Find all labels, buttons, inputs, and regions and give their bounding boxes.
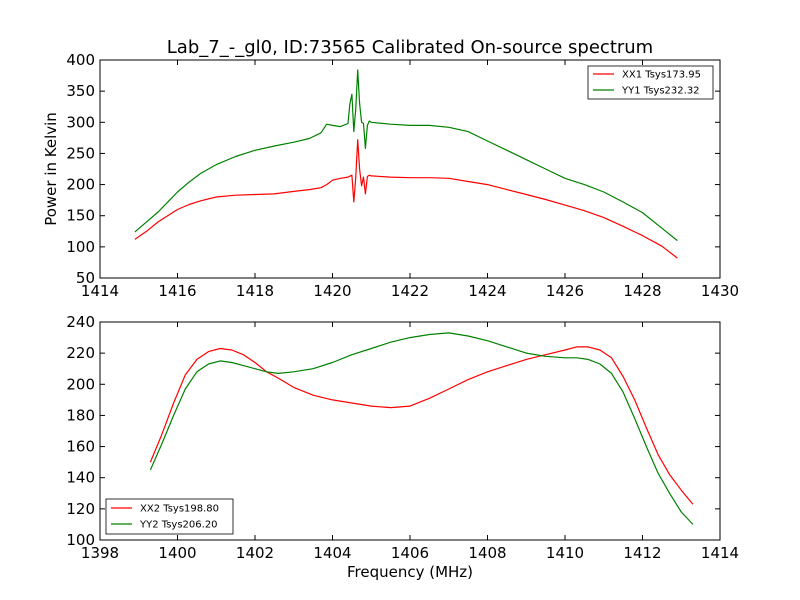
top-y-tick-label: 300 [66,113,95,131]
top-series-line-yy [134,69,678,242]
top-x-tick-label: 1426 [546,282,584,300]
bottom-series-line-yy [149,332,694,525]
top-series-group [134,69,678,259]
bottom-axes-frame [99,321,721,541]
top-x-tick-label: 1414 [81,282,119,300]
bottom-y-tick-label: 240 [66,313,95,331]
bottom-panel: 1398 1400 1402 1404 1406 1408 1410 1412 1414 100 1… [66,313,739,581]
top-y-tick-label: 400 [66,51,95,69]
bottom-legend-box [105,498,234,535]
bottom-series-line-xx [149,346,694,505]
bottom-x-tick-label: 1408 [468,544,506,562]
top-y-tick-label: 50 [76,269,95,287]
bottom-x-tick-label: 1404 [313,544,351,562]
top-y-tick-label: 200 [66,176,95,194]
bottom-x-tick-label: 1400 [158,544,196,562]
top-panel: 1414 1416 1418 1420 1422 1424 1426 1428 1430 50 10… [42,51,739,300]
bottom-x-axis-label: Frequency (MHz) [347,563,473,581]
top-x-tick-label: 1422 [391,282,429,300]
top-axes-frame [99,59,721,279]
bottom-y-tick-label: 180 [66,406,95,424]
bottom-x-tick-label: 1414 [701,544,739,562]
bottom-y-tick-label: 100 [66,531,95,549]
top-legend: XX1 Tsys173.95 YY1 Tsys232.32 [587,65,714,100]
top-legend-label-yy1: YY1 Tsys232.32 [621,86,700,97]
bottom-legend: XX2 Tsys198.80 YY2 Tsys206.20 [105,498,234,535]
top-legend-label-xx1: XX1 Tsys173.95 [622,70,701,81]
bottom-x-tick-label: 1402 [236,544,274,562]
top-y-tick-label: 150 [66,207,95,225]
top-ticks: 1414 1416 1418 1420 1422 1424 1426 1428 1430 50 10… [66,51,739,300]
top-y-tick-label: 250 [66,144,95,162]
bottom-x-tick-label: 1398 [81,544,119,562]
top-x-tick-label: 1424 [468,282,506,300]
bottom-y-tick-label: 140 [66,469,95,487]
bottom-series-group [149,332,694,525]
top-legend-box [587,65,714,100]
top-y-tick-label: 350 [66,82,95,100]
bottom-y-tick-label: 200 [66,375,95,393]
top-x-tick-label: 1420 [313,282,351,300]
top-x-tick-label: 1428 [623,282,661,300]
bottom-y-tick-label: 220 [66,344,95,362]
top-x-tick-label: 1418 [236,282,274,300]
top-series-line-xx [134,139,678,259]
top-y-axis-label: Power in Kelvin [42,112,60,226]
top-y-tick-label: 100 [66,238,95,256]
bottom-x-tick-label: 1406 [391,544,429,562]
bottom-legend-label-yy2: YY2 Tsys206.20 [139,520,218,531]
bottom-y-tick-label: 160 [66,438,95,456]
figure-title: Lab_7_-_gl0, ID:73565 Calibrated On-sour… [167,37,653,58]
bottom-y-tick-label: 120 [66,500,95,518]
top-x-tick-label: 1416 [158,282,196,300]
bottom-x-tick-label: 1410 [546,544,584,562]
bottom-x-tick-label: 1412 [623,544,661,562]
bottom-legend-label-xx2: XX2 Tsys198.80 [140,504,219,515]
top-x-tick-label: 1430 [701,282,739,300]
